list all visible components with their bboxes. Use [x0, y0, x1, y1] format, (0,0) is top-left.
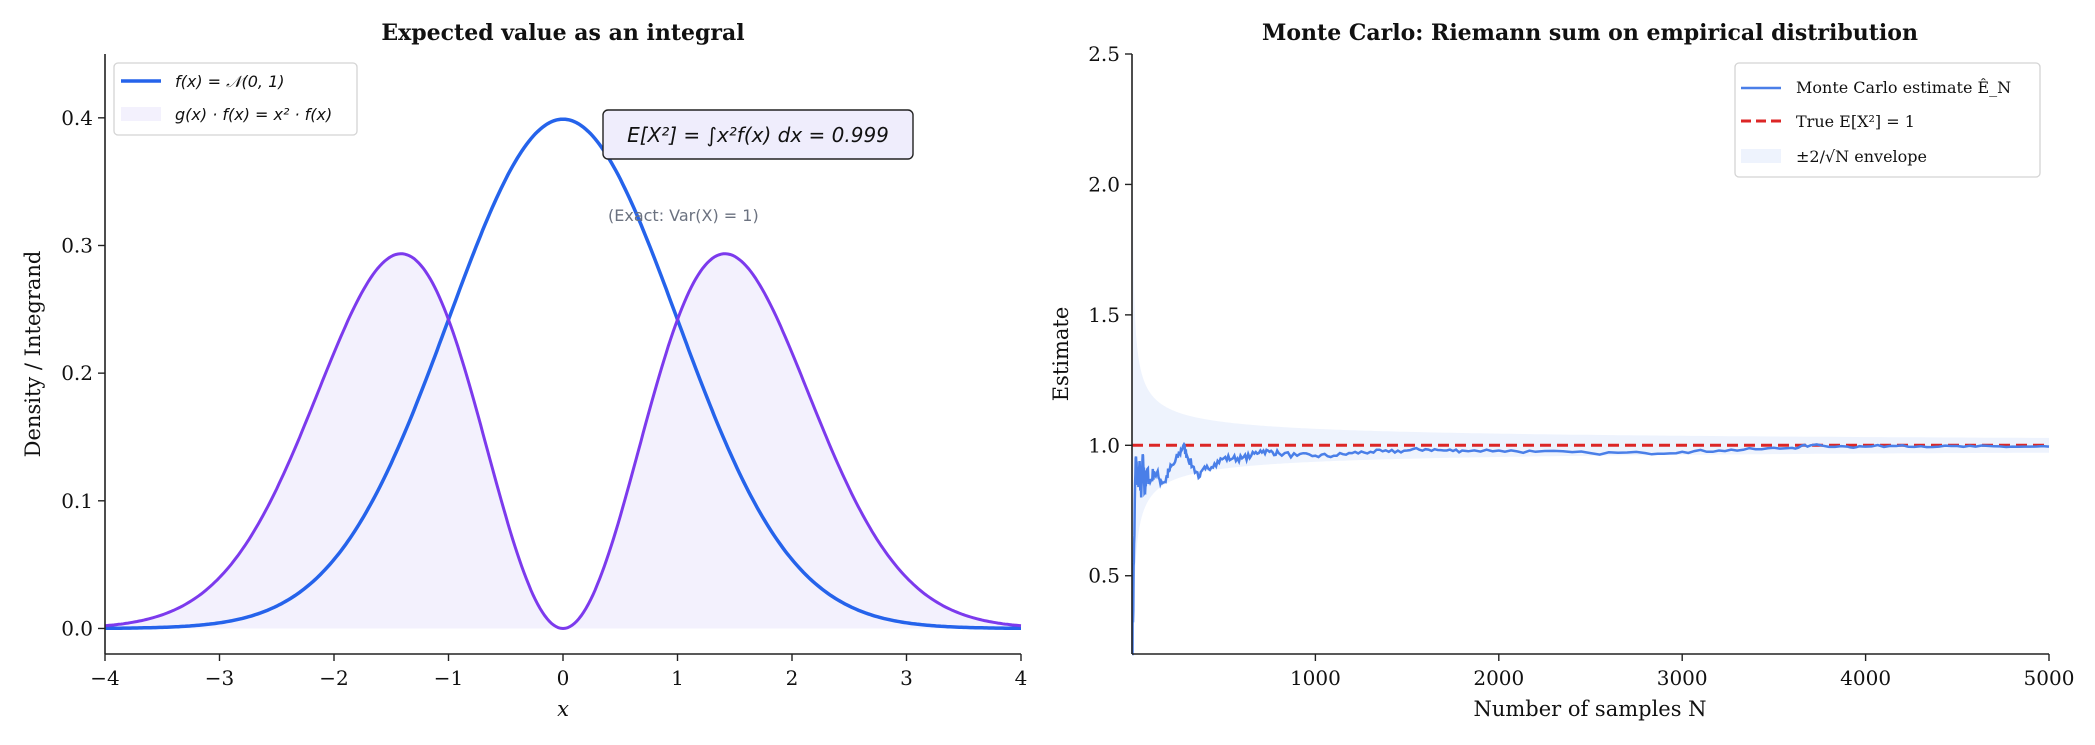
integrand-fill	[105, 253, 1021, 629]
annotation-text: E[X²] = ∫x²f(x) dx = 0.999	[627, 123, 889, 147]
y-tick-label: 0.2	[61, 361, 93, 385]
legend-label-normal: f(x) = 𝒩(0, 1)	[175, 72, 285, 91]
y-tick-label: 0.4	[61, 106, 93, 130]
y-tick-label: 1.5	[1088, 303, 1120, 327]
x-tick-label: 0	[557, 666, 570, 690]
right-chart: Monte Carlo: Riemann sum on empirical di…	[1049, 20, 2074, 721]
integral-annotation: E[X²] = ∫x²f(x) dx = 0.999	[602, 109, 914, 160]
y-tick-label: 0.3	[61, 233, 93, 257]
mc-estimate-line	[1131, 441, 2050, 656]
exact-note: (Exact: Var(X) = 1)	[608, 206, 759, 225]
legend-label-integrand: g(x) · f(x) = x² · f(x)	[175, 105, 332, 124]
left-chart: Expected value as an integral −4 −3 −2 −1 0 1…	[21, 20, 1027, 721]
y-tick-label: 0.5	[1088, 564, 1120, 588]
annotation-box	[602, 109, 914, 160]
right-ticks: 1000 2000 3000 4000 5000 0.5 1.0 1.5 2.0 2.5	[1088, 42, 2074, 690]
y-tick-label: 2.0	[1088, 172, 1120, 196]
x-tick-label: 3000	[1657, 666, 1708, 690]
left-ticks: −4 −3 −2 −1 0 1 2 3 4 0.0 0.1 0.2 0.3 0.4	[61, 106, 1027, 690]
legend-label-true: True E[X²] = 1	[1796, 112, 1915, 131]
x-tick-label: 2000	[1473, 666, 1524, 690]
legend-swatch-integrand	[121, 107, 161, 121]
right-chart-title: Monte Carlo: Riemann sum on empirical di…	[1262, 20, 1918, 46]
left-plot-area	[104, 117, 1022, 631]
right-x-label: Number of samples N	[1473, 697, 1706, 721]
left-chart-title: Expected value as an integral	[381, 20, 744, 46]
x-tick-label: −2	[319, 666, 348, 690]
left-x-label: x	[557, 697, 569, 721]
x-tick-label: −1	[434, 666, 463, 690]
x-tick-label: −4	[90, 666, 119, 690]
left-y-label: Density / Integrand	[21, 251, 45, 458]
y-tick-label: 1.0	[1088, 433, 1120, 457]
left-legend: f(x) = 𝒩(0, 1) g(x) · f(x) = x² · f(x)	[113, 62, 358, 136]
x-tick-label: 1000	[1290, 666, 1341, 690]
normal-pdf-line	[105, 117, 1021, 631]
legend-label-envelope: ±2/√N envelope	[1796, 147, 1927, 166]
x-tick-label: 5000	[2024, 666, 2075, 690]
y-tick-label: 0.1	[61, 489, 93, 513]
x-tick-label: 4000	[1840, 666, 1891, 690]
x-tick-label: 4	[1015, 666, 1028, 690]
legend-label-mc: Monte Carlo estimate Ê_N	[1796, 77, 2011, 97]
y-tick-label: 0.0	[61, 616, 93, 640]
x-tick-label: −3	[205, 666, 234, 690]
x-tick-label: 2	[786, 666, 799, 690]
right-y-label: Estimate	[1049, 307, 1073, 402]
right-plot-area	[1131, 76, 2050, 656]
x-tick-label: 1	[671, 666, 684, 690]
y-tick-label: 2.5	[1088, 42, 1120, 66]
legend-swatch-envelope	[1741, 149, 1781, 163]
right-legend: Monte Carlo estimate Ê_N True E[X²] = 1 …	[1734, 62, 2041, 178]
right-series	[1131, 76, 2050, 656]
x-tick-label: 3	[900, 666, 913, 690]
integrand-line	[104, 252, 1022, 631]
